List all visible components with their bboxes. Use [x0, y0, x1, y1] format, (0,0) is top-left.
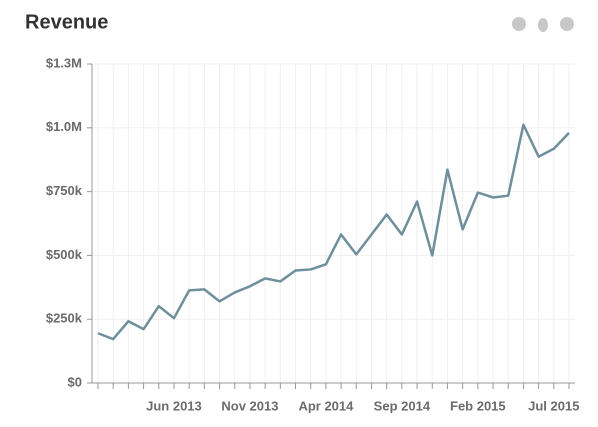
y-tick-label: $250k [46, 311, 83, 326]
settings-icon[interactable] [560, 17, 574, 31]
y-tick-label: $0 [68, 374, 82, 389]
x-tick-label: Jun 2013 [146, 398, 202, 413]
chart-title: Revenue [25, 11, 108, 33]
x-tick-label: Apr 2014 [298, 398, 354, 413]
x-tick-label: Jul 2015 [528, 398, 579, 413]
bug-icon[interactable] [538, 18, 548, 32]
y-tick-label: $1.0M [46, 119, 82, 134]
line-series [97, 123, 570, 341]
y-tick-label: $500k [46, 247, 83, 262]
x-tick-label: Sep 2014 [374, 398, 431, 413]
y-tick-label: $750k [46, 183, 83, 198]
x-tick-label: Feb 2015 [450, 398, 506, 413]
y-tick-label: $1.3M [46, 55, 82, 70]
x-tick-label: Nov 2013 [221, 398, 278, 413]
toolbar-icons [512, 17, 574, 32]
info-icon[interactable] [512, 17, 526, 31]
